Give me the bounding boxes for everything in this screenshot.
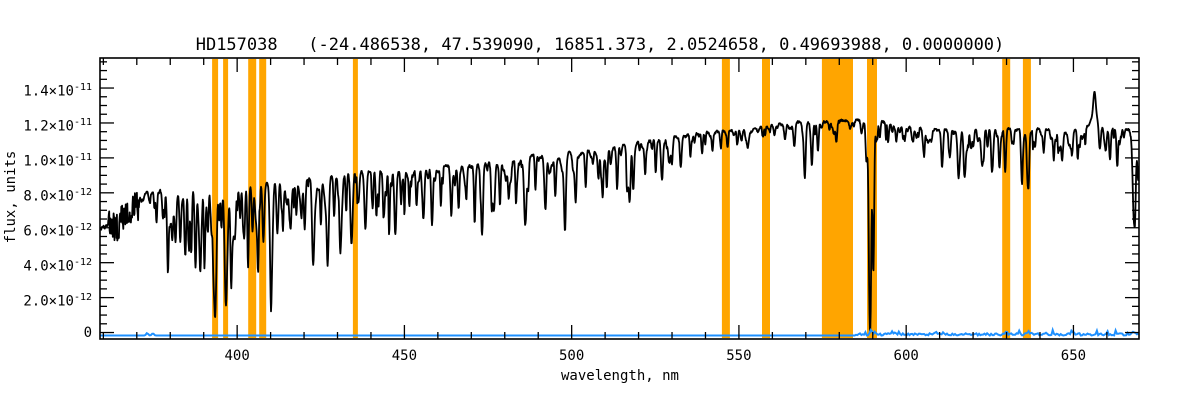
axes-frame [99,57,1140,340]
x-axis-title: wavelength, nm [560,368,679,384]
y-tick-label: 0 [83,324,92,341]
y-tick-label: 2.0×10-12 [23,291,92,310]
plot-frame [99,57,1140,340]
y-tick-label: 1.0×10-11 [23,151,92,170]
background-zero-line [100,326,1139,338]
masked-band [721,59,730,338]
y-tick-label: 4.0×10-12 [23,256,92,275]
y-tick-label: 8.0×10-12 [23,186,92,205]
x-tick-label: 550 [726,348,752,364]
y-tick-label: 6.0×10-12 [23,221,92,240]
series-layer [100,91,1139,338]
stellar-spectrum-line [100,91,1139,332]
masked-band [867,59,877,338]
x-tick-label: 650 [1060,348,1087,364]
x-tick-label: 500 [559,348,585,364]
plot-title: HD157038 (-24.486538, 47.539090, 16851.3… [195,35,1005,55]
masked-band [223,59,229,338]
x-tick-label: 450 [391,348,418,364]
x-tick-label: 400 [224,348,250,364]
y-tick-label: 1.4×10-11 [23,82,92,100]
x-tick-label: 600 [893,348,919,364]
masked-band [762,59,770,338]
masked-band [212,59,219,338]
masked-band [352,59,358,338]
y-tick-label: 1.2×10-11 [23,116,92,135]
masked-band [1002,59,1011,338]
masked-band [821,59,853,338]
masked-band [1022,59,1031,338]
